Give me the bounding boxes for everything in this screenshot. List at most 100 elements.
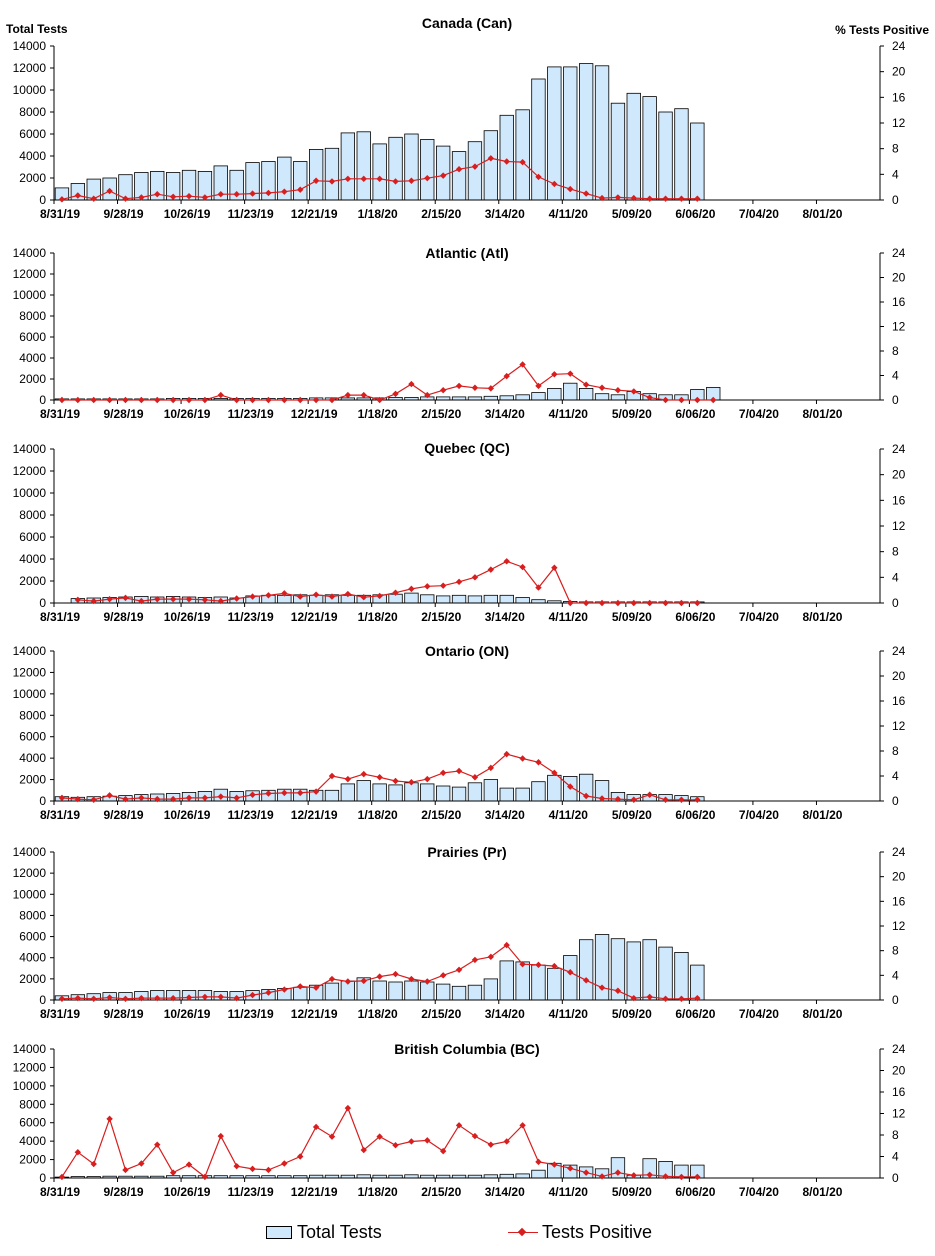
point-tests-positive (185, 994, 193, 1001)
x-tick-label: 3/14/20 (485, 407, 525, 421)
x-tick-label: 11/23/19 (228, 207, 274, 221)
point-tests-positive (519, 755, 526, 762)
point-tests-positive (662, 396, 669, 404)
right-tick-label: 24 (892, 1042, 906, 1056)
left-tick-label: 12000 (13, 267, 47, 281)
point-tests-positive (614, 599, 622, 607)
point-tests-positive (185, 396, 193, 404)
left-tick-label: 0 (39, 193, 46, 207)
point-tests-positive (567, 969, 574, 976)
x-tick-label: 2/15/20 (421, 1007, 461, 1021)
bar-total-tests (531, 781, 546, 802)
x-tick-label: 5/09/20 (612, 407, 652, 421)
point-tests-positive (138, 597, 145, 605)
bar-total-tests (404, 782, 419, 802)
point-tests-positive (344, 391, 352, 399)
point-tests-positive (424, 1137, 431, 1144)
point-tests-positive (439, 387, 447, 394)
chart-panel-prairies-pr: Prairies (Pr) 0 2000 4000 6000 8000 10000 12000… (13, 844, 906, 1021)
legend-item-tests-positive: Tests Positive (508, 1222, 652, 1243)
point-tests-positive (424, 978, 431, 985)
point-tests-positive (503, 158, 510, 165)
x-tick-label: 6/06/20 (675, 207, 715, 221)
left-tick-label: 14000 (13, 1042, 47, 1056)
bar-total-tests (404, 592, 419, 604)
point-tests-positive (328, 396, 336, 404)
bar-total-tests (626, 941, 641, 1001)
x-tick-label: 8/01/20 (802, 610, 842, 624)
bar-total-tests (579, 939, 594, 1001)
bar-total-tests (308, 148, 324, 201)
left-tick-label: 6000 (19, 127, 46, 141)
point-tests-positive (392, 777, 399, 785)
point-tests-positive (535, 382, 542, 390)
point-tests-positive (598, 984, 606, 991)
x-tick-label: 3/14/20 (485, 1007, 525, 1021)
left-tick-label: 12000 (13, 464, 47, 478)
point-tests-positive (551, 962, 558, 970)
point-tests-positive (582, 792, 590, 800)
x-tick-label: 12/21/19 (291, 808, 338, 822)
point-tests-positive (455, 1122, 463, 1129)
point-tests-positive (694, 796, 701, 803)
point-tests-positive (281, 1160, 288, 1167)
point-tests-positive (439, 972, 447, 979)
x-tick-label: 10/26/19 (164, 407, 211, 421)
x-tick-label: 3/14/20 (485, 610, 525, 624)
x-tick-label: 10/26/19 (164, 610, 211, 624)
point-tests-positive (662, 995, 669, 1002)
point-tests-positive (201, 993, 209, 1001)
point-tests-positive (630, 194, 637, 202)
point-tests-positive (582, 381, 590, 388)
point-tests-positive (551, 371, 558, 378)
bar-total-tests (610, 102, 626, 201)
point-tests-positive (694, 994, 701, 1002)
point-tests-positive (487, 155, 495, 162)
point-tests-positive (169, 396, 177, 404)
right-tick-label: 8 (892, 344, 899, 358)
x-tick-label: 8/01/20 (802, 207, 842, 221)
point-tests-positive (360, 977, 367, 985)
point-tests-positive (281, 789, 288, 797)
point-tests-positive (169, 994, 177, 1002)
point-tests-positive (233, 994, 240, 1002)
bar-total-tests (340, 783, 356, 802)
bar-total-tests (435, 785, 451, 802)
point-tests-positive (249, 190, 256, 197)
point-tests-positive (312, 396, 320, 404)
point-tests-positive (551, 564, 558, 571)
line-tests-positive (77, 560, 698, 604)
point-tests-positive (567, 783, 574, 790)
point-tests-positive (297, 186, 304, 193)
x-tick-label: 8/31/19 (40, 407, 80, 421)
x-tick-label: 1/18/20 (358, 808, 398, 822)
right-tick-label: 12 (892, 519, 906, 533)
point-tests-positive (249, 593, 256, 600)
left-tick-label: 12000 (13, 665, 47, 679)
x-tick-label: 7/04/20 (739, 1007, 779, 1021)
point-tests-positive (312, 177, 320, 184)
bar-total-tests (451, 594, 467, 604)
left-tick-label: 14000 (13, 39, 47, 53)
right-tick-label: 0 (892, 193, 899, 207)
point-tests-positive (185, 794, 193, 802)
point-tests-positive (312, 788, 320, 795)
point-tests-positive (74, 192, 82, 199)
x-tick-label: 11/23/19 (228, 610, 274, 624)
point-tests-positive (138, 1160, 145, 1167)
point-tests-positive (154, 396, 161, 404)
bar-total-tests (515, 394, 530, 401)
point-tests-positive (614, 387, 622, 394)
left-tick-label: 8000 (19, 908, 46, 922)
x-tick-label: 6/06/20 (675, 1185, 715, 1199)
point-tests-positive (598, 384, 606, 391)
x-tick-label: 1/18/20 (358, 407, 398, 421)
bar-total-tests (499, 114, 514, 201)
x-tick-label: 6/06/20 (675, 407, 715, 421)
point-tests-positive (90, 195, 97, 202)
point-tests-positive (74, 795, 82, 803)
point-tests-positive (471, 956, 479, 964)
left-tick-label: 2000 (19, 372, 46, 386)
left-tick-label: 14000 (13, 442, 47, 456)
point-tests-positive (471, 574, 479, 581)
